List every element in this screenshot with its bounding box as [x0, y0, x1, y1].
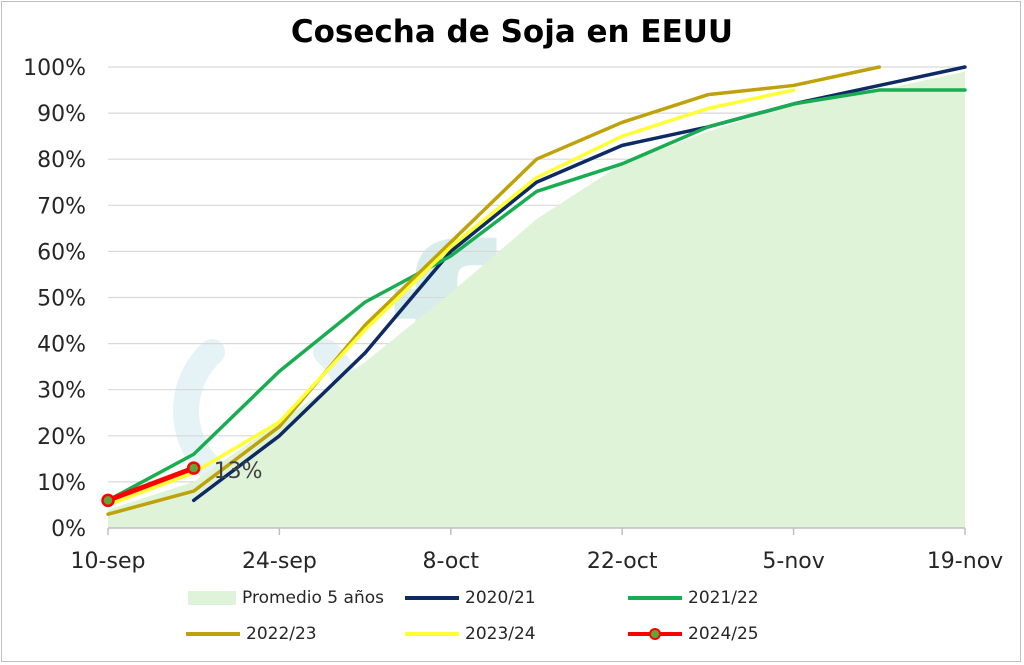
x-tick-label: 22-oct — [587, 549, 658, 574]
y-tick-label: 100% — [23, 56, 86, 81]
annotations: 13% — [214, 459, 263, 484]
y-tick-label: 70% — [37, 194, 86, 219]
x-tick-label: 5-nov — [762, 549, 824, 574]
y-tick-label: 80% — [37, 148, 86, 173]
data-label: 13% — [214, 459, 263, 484]
series-line-2023-24 — [106, 88, 796, 507]
axes — [107, 527, 966, 535]
series-marker — [186, 461, 201, 475]
y-tick-label: 20% — [37, 425, 86, 450]
x-tick-labels: 10-sep 24-sep 8-oct 22-oct 5-nov 19-nov — [71, 549, 1004, 574]
chart-title: Cosecha de Soja en EEUU — [290, 14, 734, 50]
y-tick-labels: 0% 10% 20% 30% 40% 50% 60% 70% 80% 90% 100% — [23, 56, 86, 542]
series-line-2020-21 — [191, 65, 967, 503]
y-tick-label: 50% — [37, 287, 86, 312]
series-line-2022-23 — [106, 65, 882, 516]
y-tick-label: 40% — [37, 333, 86, 358]
series-area-promedio — [108, 71, 965, 529]
y-tick-label: 0% — [51, 517, 86, 542]
series-marker — [101, 493, 115, 508]
y-tick-label: 90% — [37, 102, 86, 127]
x-tick-label: 10-sep — [71, 549, 146, 574]
y-tick-label: 30% — [37, 379, 86, 404]
y-tick-label: 10% — [37, 471, 86, 496]
area-layer — [108, 71, 965, 529]
series-line-2021-22 — [106, 88, 967, 503]
x-tick-label: 8-oct — [423, 549, 480, 574]
y-tick-label: 60% — [37, 240, 86, 265]
x-tick-label: 24-sep — [242, 549, 317, 574]
x-tick-label: 19-nov — [927, 549, 1003, 574]
lines-layer — [101, 65, 967, 516]
series-line-2024-25 — [105, 465, 197, 503]
